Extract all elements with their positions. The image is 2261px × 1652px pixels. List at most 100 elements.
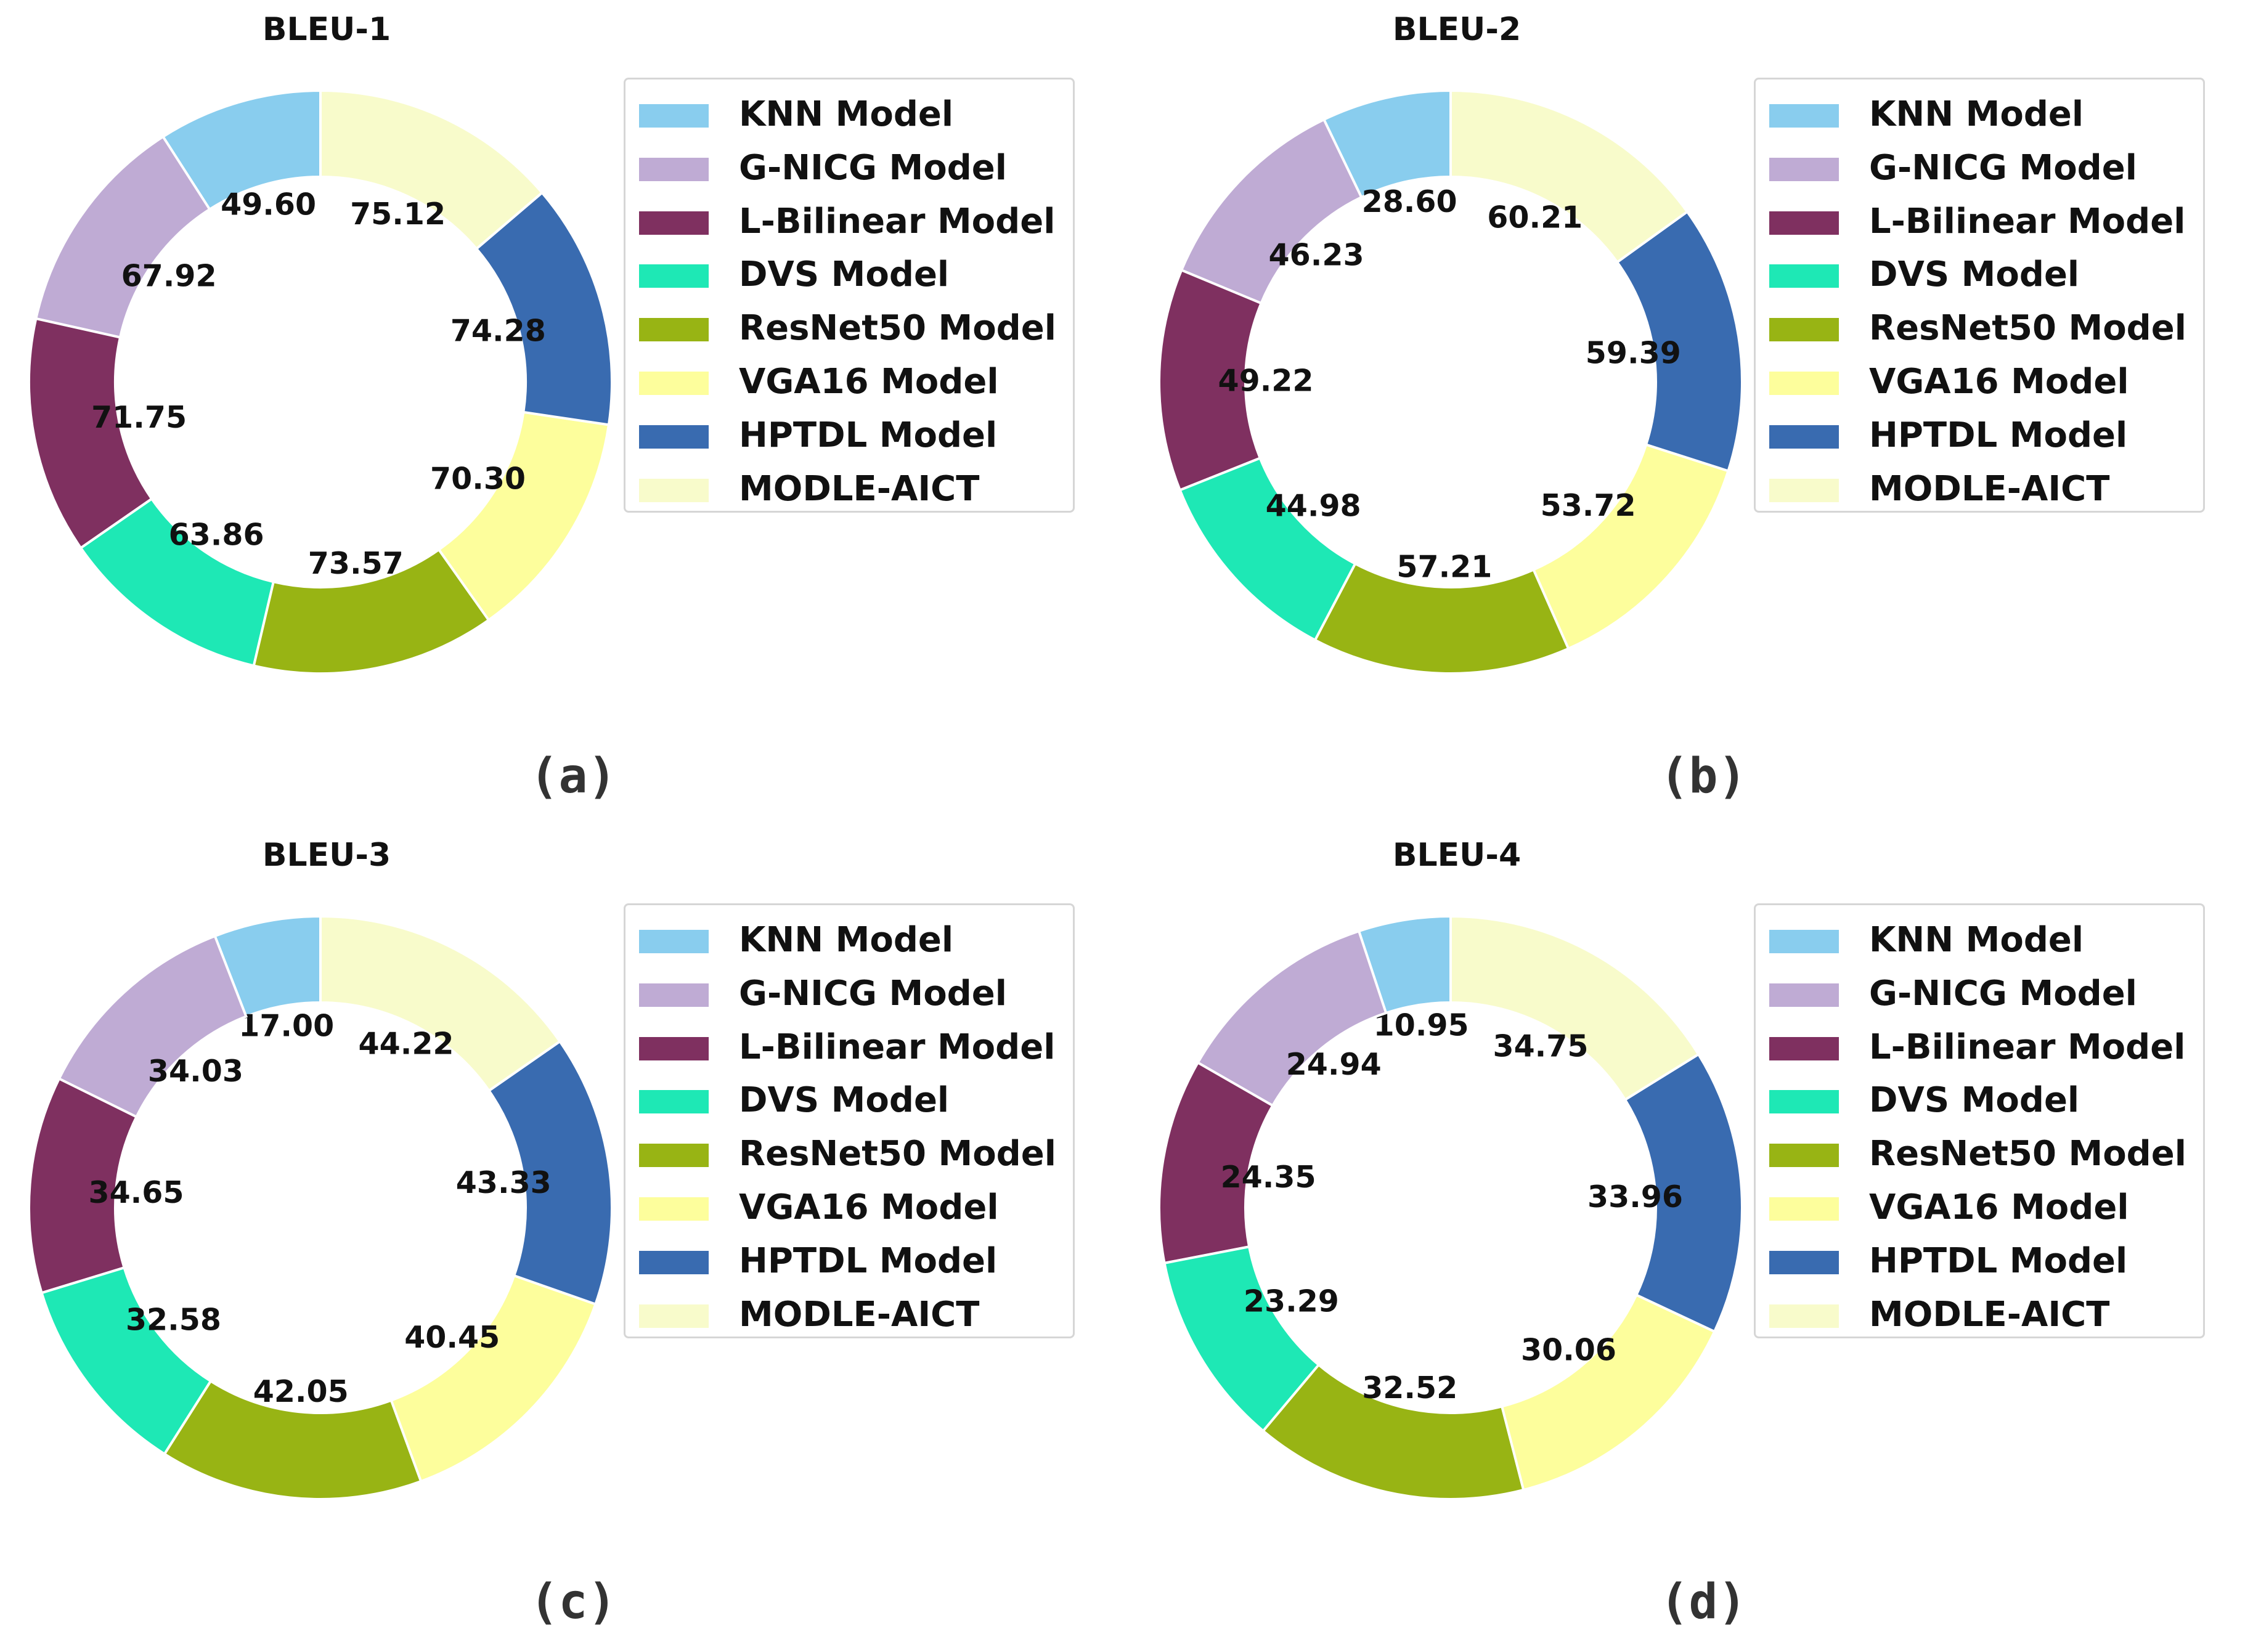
data-label-l-bilinear-model: 71.75: [91, 400, 187, 435]
legend-swatch: [1769, 1304, 1839, 1328]
data-label-knn-model: 17.00: [238, 1009, 334, 1044]
legend-item: VGA16 Model: [625, 356, 1073, 409]
chart-panel-c: BLEU-3 17.00 34.03 34.65 32.58 42.05 40.45 43.…: [0, 826, 1130, 1651]
legend: KNN Model G-NICG Model L-Bilinear Model DVS…: [1754, 903, 2205, 1338]
slice-vga16-model: [389, 1274, 597, 1483]
legend-item: MODLE-AICT: [625, 1288, 1073, 1341]
legend-item: G-NICG Model: [625, 142, 1073, 195]
legend-label: VGA16 Model: [739, 362, 999, 402]
data-label-resnet50-model: 32.52: [1362, 1370, 1457, 1406]
data-label-g-nicg-model: 24.94: [1286, 1047, 1382, 1082]
legend-swatch: [1769, 425, 1839, 449]
legend-swatch: [639, 1144, 709, 1168]
data-label-vga16-model: 40.45: [404, 1320, 500, 1355]
legend-swatch: [1769, 104, 1839, 128]
data-label-resnet50-model: 57.21: [1396, 549, 1492, 584]
legend-label: VGA16 Model: [1869, 362, 2129, 402]
legend-swatch: [639, 372, 709, 395]
chart-title: BLEU-1: [262, 11, 391, 48]
legend-label: MODLE-AICT: [739, 468, 980, 509]
data-label-g-nicg-model: 34.03: [148, 1054, 243, 1089]
legend-item: HPTDL Model: [1756, 409, 2203, 462]
legend: KNN Model G-NICG Model L-Bilinear Model DVS…: [1754, 78, 2205, 513]
chart-title: BLEU-3: [262, 837, 391, 874]
legend-item: L-Bilinear Model: [625, 1021, 1073, 1074]
legend-label: G-NICG Model: [1869, 973, 2137, 1014]
legend-label: DVS Model: [1869, 1080, 2080, 1121]
chart-panel-d: BLEU-4 10.95 24.94 24.35 23.29 32.52 30.06 33.…: [1130, 826, 2260, 1651]
legend-label: DVS Model: [739, 1080, 950, 1121]
panel-caption: (c): [529, 1574, 617, 1630]
data-label-dvs-model: 32.58: [126, 1302, 221, 1337]
legend-label: ResNet50 Model: [739, 308, 1056, 349]
legend-label: MODLE-AICT: [739, 1294, 980, 1335]
legend-item: G-NICG Model: [625, 967, 1073, 1020]
legend-item: VGA16 Model: [1756, 1181, 2203, 1234]
legend-swatch: [639, 1304, 709, 1328]
legend-swatch: [1769, 157, 1839, 181]
legend-swatch: [639, 425, 709, 449]
legend-swatch: [639, 318, 709, 342]
chart-title: BLEU-2: [1392, 11, 1522, 48]
panel-caption: (a): [529, 749, 617, 804]
legend-item: ResNet50 Model: [1756, 302, 2203, 355]
legend-label: HPTDL Model: [739, 415, 998, 455]
legend-item: KNN Model: [625, 88, 1073, 141]
data-label-vga16-model: 53.72: [1541, 488, 1636, 523]
legend-swatch: [1769, 983, 1839, 1007]
data-label-g-nicg-model: 67.92: [121, 259, 217, 294]
legend-label: L-Bilinear Model: [1869, 201, 2186, 242]
legend-swatch: [1769, 1197, 1839, 1221]
legend-swatch: [639, 157, 709, 181]
legend-item: ResNet50 Model: [625, 302, 1073, 355]
data-label-hptdl-model: 33.96: [1587, 1179, 1683, 1215]
legend-swatch: [1769, 1036, 1839, 1060]
legend-item: ResNet50 Model: [1756, 1128, 2203, 1181]
legend-item: HPTDL Model: [625, 1235, 1073, 1288]
legend-label: HPTDL Model: [1869, 1240, 2128, 1281]
legend-label: KNN Model: [1869, 94, 2084, 134]
legend-swatch: [1769, 1090, 1839, 1114]
chart-panel-b: BLEU-2 28.60 46.23 49.22 44.98 57.21 53.72 59.…: [1130, 0, 2260, 826]
legend-swatch: [639, 1197, 709, 1221]
legend-swatch: [639, 983, 709, 1007]
slice-modle-aict: [1449, 914, 1700, 1102]
legend-label: KNN Model: [1869, 920, 2084, 960]
legend-item: L-Bilinear Model: [1756, 195, 2203, 248]
chart-panel-a: BLEU-1 49.60 67.92 71.75 63.86 73.57 70.30 74.…: [0, 0, 1130, 826]
data-label-l-bilinear-model: 34.65: [88, 1175, 184, 1210]
legend-item: MODLE-AICT: [1756, 463, 2203, 516]
slice-modle-aict: [1449, 89, 1689, 264]
donut-chart: 10.95 24.94 24.35 23.29 32.52 30.06 33.96 34.75: [1158, 914, 1743, 1500]
legend-label: L-Bilinear Model: [739, 1027, 1056, 1067]
slice-g-nicg-model: [57, 934, 248, 1119]
legend-item: DVS Model: [625, 248, 1073, 301]
legend-label: HPTDL Model: [1869, 415, 2128, 455]
slice-vga16-model: [1500, 1293, 1716, 1492]
legend-label: G-NICG Model: [1869, 147, 2137, 188]
legend-label: ResNet50 Model: [739, 1134, 1056, 1174]
data-label-resnet50-model: 42.05: [253, 1374, 349, 1409]
donut-chart: 17.00 34.03 34.65 32.58 42.05 40.45 43.33 44.22: [28, 914, 613, 1500]
data-label-hptdl-model: 74.28: [450, 314, 546, 349]
donut-chart: 28.60 46.23 49.22 44.98 57.21 53.72 59.39 60.21: [1158, 89, 1743, 675]
data-label-dvs-model: 63.86: [169, 517, 264, 552]
legend-label: VGA16 Model: [739, 1187, 999, 1227]
legend-swatch: [1769, 264, 1839, 288]
slice-modle-aict: [319, 914, 562, 1093]
slice-g-nicg-model: [34, 135, 211, 339]
data-label-l-bilinear-model: 24.35: [1221, 1160, 1316, 1195]
legend-item: MODLE-AICT: [625, 463, 1073, 516]
legend-label: MODLE-AICT: [1869, 1294, 2110, 1335]
legend-item: KNN Model: [625, 914, 1073, 967]
panel-caption: (d): [1660, 1574, 1747, 1630]
slice-modle-aict: [319, 89, 544, 251]
data-label-modle-aict: 44.22: [359, 1027, 454, 1062]
legend-label: HPTDL Model: [739, 1240, 998, 1281]
data-label-vga16-model: 30.06: [1521, 1332, 1616, 1367]
legend-swatch: [639, 1036, 709, 1060]
legend-label: KNN Model: [739, 94, 954, 134]
legend-swatch: [1769, 478, 1839, 502]
legend-swatch: [639, 104, 709, 128]
legend-item: DVS Model: [625, 1074, 1073, 1127]
